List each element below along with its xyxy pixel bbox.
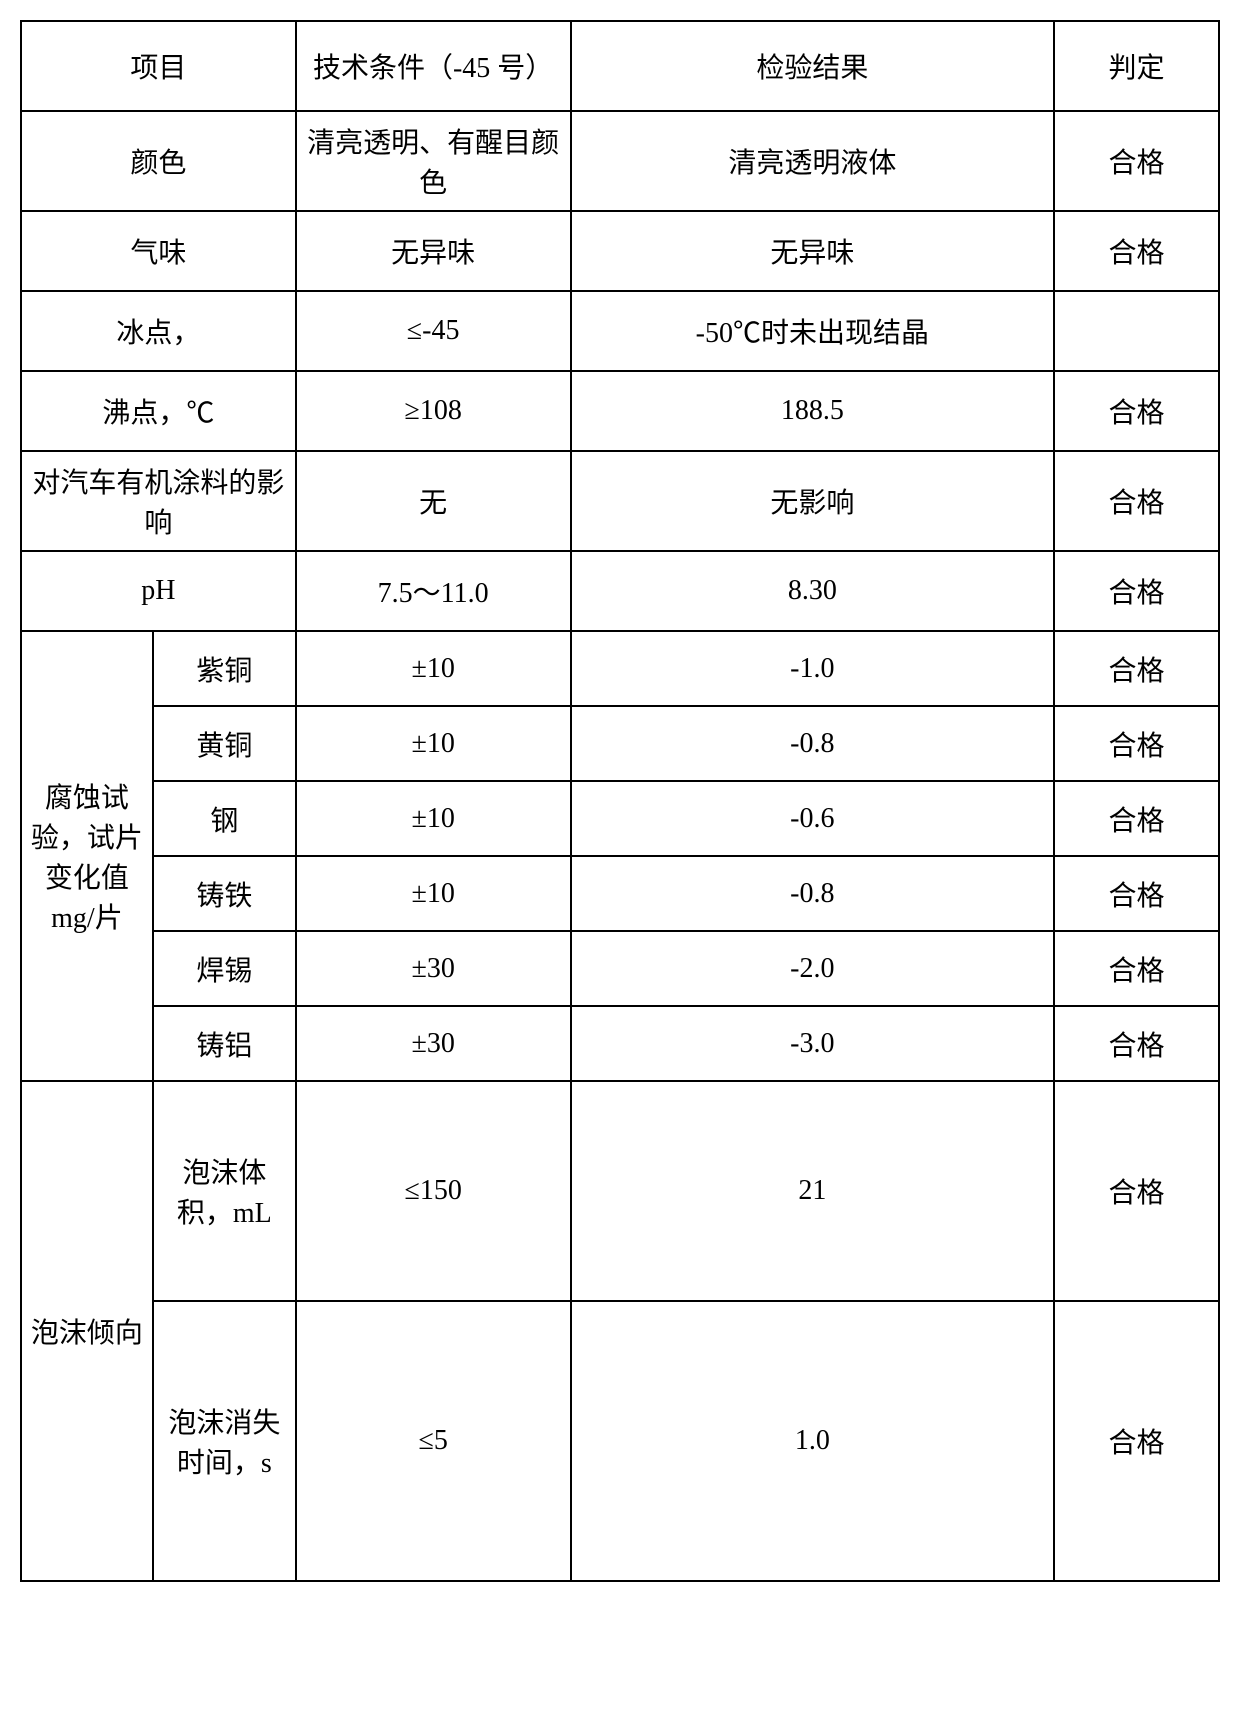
corrosion-result: -3.0 <box>571 1006 1055 1081</box>
row-result: 无异味 <box>571 211 1055 291</box>
corrosion-result: -0.8 <box>571 856 1055 931</box>
foam-name: 泡沫体积，mL <box>153 1081 296 1301</box>
header-item: 项目 <box>21 21 296 111</box>
header-test-result: 检验结果 <box>571 21 1055 111</box>
foam-result: 21 <box>571 1081 1055 1301</box>
corrosion-tech: ±10 <box>296 781 571 856</box>
foam-name: 泡沫消失时间，s <box>153 1301 296 1581</box>
corrosion-tech: ±30 <box>296 931 571 1006</box>
corrosion-tech: ±10 <box>296 631 571 706</box>
table-row: 黄铜 ±10 -0.8 合格 <box>21 706 1219 781</box>
corrosion-judge: 合格 <box>1054 1006 1219 1081</box>
table-row: 对汽车有机涂料的影响 无 无影响 合格 <box>21 451 1219 551</box>
table-row: 铸铁 ±10 -0.8 合格 <box>21 856 1219 931</box>
row-item: pH <box>21 551 296 631</box>
row-item: 对汽车有机涂料的影响 <box>21 451 296 551</box>
table-row: 气味 无异味 无异味 合格 <box>21 211 1219 291</box>
row-tech: ≥108 <box>296 371 571 451</box>
corrosion-name: 焊锡 <box>153 931 296 1006</box>
corrosion-judge: 合格 <box>1054 931 1219 1006</box>
row-result: 188.5 <box>571 371 1055 451</box>
foam-judge: 合格 <box>1054 1081 1219 1301</box>
row-judge: 合格 <box>1054 551 1219 631</box>
table-row: 钢 ±10 -0.6 合格 <box>21 781 1219 856</box>
row-judge: 合格 <box>1054 111 1219 211</box>
corrosion-name: 黄铜 <box>153 706 296 781</box>
spec-table: 项目 技术条件（-45 号） 检验结果 判定 颜色 清亮透明、有醒目颜色 清亮透… <box>20 20 1220 1582</box>
table-header-row: 项目 技术条件（-45 号） 检验结果 判定 <box>21 21 1219 111</box>
row-item: 沸点，℃ <box>21 371 296 451</box>
row-result: 无影响 <box>571 451 1055 551</box>
row-judge <box>1054 291 1219 371</box>
corrosion-group-label: 腐蚀试验，试片变化值mg/片 <box>21 631 153 1081</box>
row-judge: 合格 <box>1054 211 1219 291</box>
corrosion-judge: 合格 <box>1054 706 1219 781</box>
foam-group-label: 泡沫倾向 <box>21 1081 153 1581</box>
row-tech: ≤-45 <box>296 291 571 371</box>
row-result: 清亮透明液体 <box>571 111 1055 211</box>
row-result: 8.30 <box>571 551 1055 631</box>
foam-result: 1.0 <box>571 1301 1055 1581</box>
header-tech-condition: 技术条件（-45 号） <box>296 21 571 111</box>
corrosion-name: 铸铁 <box>153 856 296 931</box>
row-item: 颜色 <box>21 111 296 211</box>
corrosion-judge: 合格 <box>1054 856 1219 931</box>
row-tech: 7.5～11.0 <box>296 551 571 631</box>
row-item: 气味 <box>21 211 296 291</box>
corrosion-name: 紫铜 <box>153 631 296 706</box>
corrosion-result: -2.0 <box>571 931 1055 1006</box>
table-row: 泡沫倾向 泡沫体积，mL ≤150 21 合格 <box>21 1081 1219 1301</box>
row-tech: 无异味 <box>296 211 571 291</box>
corrosion-result: -0.6 <box>571 781 1055 856</box>
foam-tech: ≤5 <box>296 1301 571 1581</box>
corrosion-judge: 合格 <box>1054 631 1219 706</box>
corrosion-tech: ±10 <box>296 706 571 781</box>
table-row: 冰点， ≤-45 -50℃时未出现结晶 <box>21 291 1219 371</box>
row-judge: 合格 <box>1054 371 1219 451</box>
header-judgement: 判定 <box>1054 21 1219 111</box>
foam-tech: ≤150 <box>296 1081 571 1301</box>
table-row: 沸点，℃ ≥108 188.5 合格 <box>21 371 1219 451</box>
corrosion-name: 铸铝 <box>153 1006 296 1081</box>
row-tech: 清亮透明、有醒目颜色 <box>296 111 571 211</box>
foam-judge: 合格 <box>1054 1301 1219 1581</box>
corrosion-name: 钢 <box>153 781 296 856</box>
table-row: pH 7.5～11.0 8.30 合格 <box>21 551 1219 631</box>
corrosion-tech: ±10 <box>296 856 571 931</box>
table-row: 泡沫消失时间，s ≤5 1.0 合格 <box>21 1301 1219 1581</box>
row-item: 冰点， <box>21 291 296 371</box>
corrosion-tech: ±30 <box>296 1006 571 1081</box>
table-row: 焊锡 ±30 -2.0 合格 <box>21 931 1219 1006</box>
table-row: 铸铝 ±30 -3.0 合格 <box>21 1006 1219 1081</box>
corrosion-judge: 合格 <box>1054 781 1219 856</box>
row-result: -50℃时未出现结晶 <box>571 291 1055 371</box>
corrosion-result: -1.0 <box>571 631 1055 706</box>
table-row: 颜色 清亮透明、有醒目颜色 清亮透明液体 合格 <box>21 111 1219 211</box>
corrosion-result: -0.8 <box>571 706 1055 781</box>
table-row: 腐蚀试验，试片变化值mg/片 紫铜 ±10 -1.0 合格 <box>21 631 1219 706</box>
row-tech: 无 <box>296 451 571 551</box>
row-judge: 合格 <box>1054 451 1219 551</box>
